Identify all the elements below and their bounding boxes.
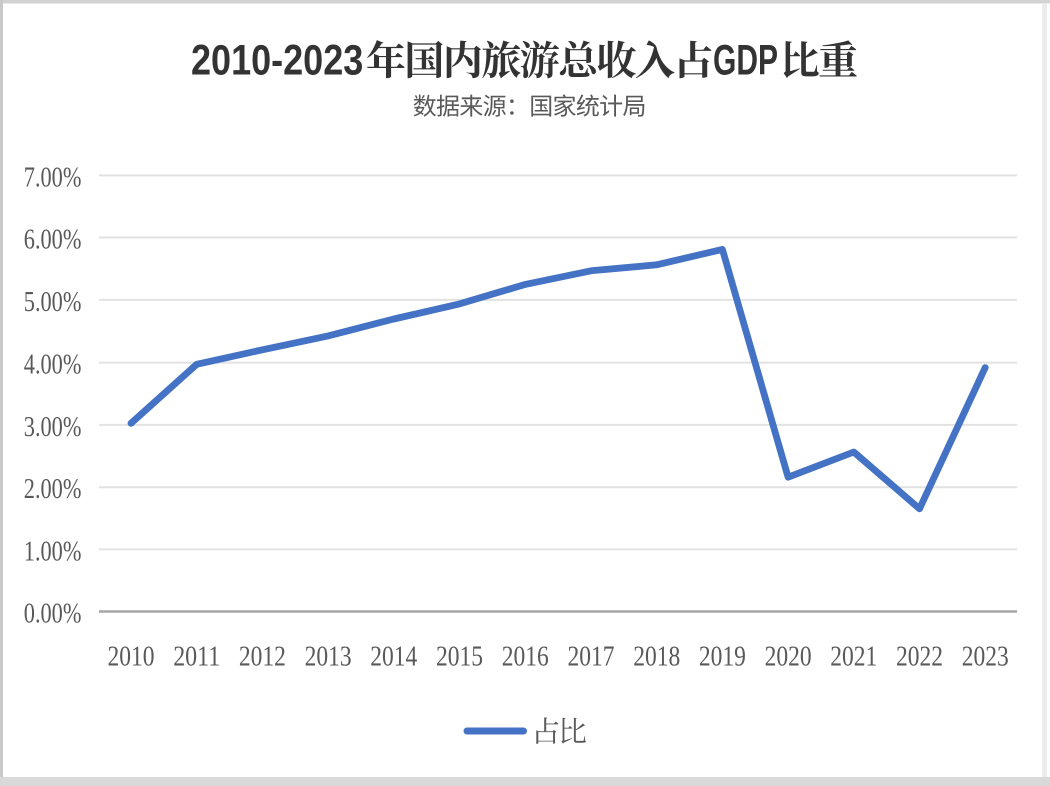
svg-text:3.00%: 3.00% (24, 411, 82, 443)
svg-text:7.00%: 7.00% (24, 161, 82, 193)
svg-text:2023: 2023 (962, 640, 1009, 672)
svg-text:2012: 2012 (239, 640, 286, 672)
svg-text:2021: 2021 (830, 640, 877, 672)
svg-text:2010: 2010 (108, 640, 155, 672)
svg-text:2013: 2013 (305, 640, 352, 672)
svg-text:0.00%: 0.00% (24, 598, 82, 630)
svg-text:2014: 2014 (370, 640, 417, 672)
svg-text:2016: 2016 (502, 640, 549, 672)
svg-text:2017: 2017 (568, 640, 615, 672)
svg-text:2019: 2019 (699, 640, 746, 672)
svg-text:2.00%: 2.00% (24, 473, 82, 505)
svg-text:4.00%: 4.00% (24, 349, 82, 381)
svg-text:GDP: GDP (713, 37, 778, 85)
svg-text:2020: 2020 (765, 640, 812, 672)
svg-text:2018: 2018 (633, 640, 680, 672)
svg-text:6.00%: 6.00% (24, 224, 82, 256)
svg-text:2010-2023: 2010-2023 (191, 37, 363, 85)
svg-text:1.00%: 1.00% (24, 535, 82, 567)
svg-text:2022: 2022 (896, 640, 943, 672)
svg-text:2015: 2015 (436, 640, 483, 672)
svg-text:5.00%: 5.00% (24, 286, 82, 318)
svg-text:2011: 2011 (173, 640, 220, 672)
